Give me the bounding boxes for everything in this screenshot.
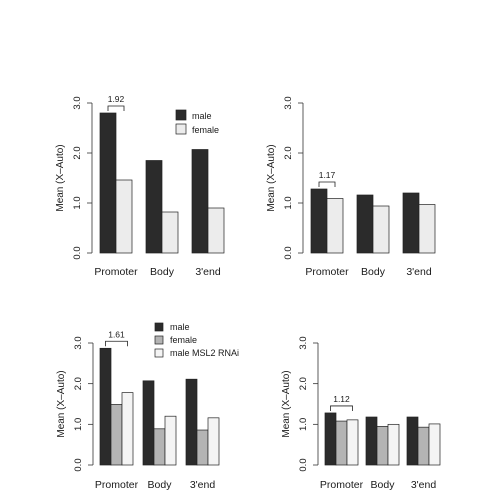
panel-3-bar-0-2 — [121, 392, 134, 466]
panel-2-bar-0-0 — [310, 188, 328, 254]
panel-4-y-tick-label: 0.0 — [298, 458, 309, 471]
panel-2-y-tick-label: 2.0 — [283, 146, 294, 159]
panel-4-bar-1-2 — [387, 423, 400, 466]
panel-3-category-label: Body — [148, 479, 173, 491]
panel-3-category-label: Promoter — [95, 479, 139, 491]
panel-1-bar-2-1 — [207, 207, 225, 254]
panel-3-legend-swatch — [154, 322, 164, 332]
panel-1-legend-swatch — [175, 109, 187, 121]
panel-1-legend-label: male — [192, 111, 212, 121]
panel-3-annotation-bracket — [105, 340, 128, 347]
panel-2-bar-1-1 — [372, 205, 390, 254]
panel-3-y-tick-label: 3.0 — [73, 336, 84, 349]
panel-1-annotation-bracket — [107, 105, 125, 111]
panel-4-y-axis-label: Mean (X–Auto) — [281, 370, 292, 437]
panel-2-y-tick-label: 1.0 — [283, 196, 294, 209]
panel-3-bar-1-2 — [164, 415, 177, 466]
panel-2-bar-2-1 — [418, 204, 436, 254]
panel-4-category-label: Body — [371, 479, 396, 491]
panel-1-bar-0-1 — [115, 179, 133, 254]
panel-1-annotation-label: 1.92 — [108, 94, 125, 104]
panel-4-bar-0-1 — [335, 420, 348, 466]
panel-4-bar-2-2 — [428, 423, 441, 466]
panel-4-bar-2-0 — [406, 416, 419, 466]
panel-4-category-label: 3'end — [411, 479, 437, 491]
panel-3-bar-2-0 — [185, 378, 198, 466]
panel-3-legend-swatch — [154, 348, 164, 358]
panel-1-category-label: 3'end — [195, 266, 221, 278]
panel-3-legend-label: male — [170, 322, 190, 332]
panel-4-y-tick-label: 3.0 — [298, 336, 309, 349]
panel-1-bar-1-0 — [145, 160, 163, 254]
panel-2-y-axis-label: Mean (X–Auto) — [266, 144, 277, 211]
panel-4-y-tick-label: 2.0 — [298, 377, 309, 390]
panel-1-y-tick-label: 0.0 — [72, 246, 83, 259]
panel-4-bar-1-0 — [365, 416, 378, 466]
panel-2-annotation-bracket — [318, 181, 336, 187]
panel-2-annotation-label: 1.17 — [319, 170, 336, 180]
panel-2-category-label: 3'end — [406, 266, 432, 278]
panel-1-bar-2-0 — [191, 149, 209, 254]
panel-4-bar-0-0 — [324, 412, 337, 466]
panel-3-legend-label: female — [170, 335, 197, 345]
panel-1-category-label: Body — [150, 266, 175, 278]
panel-2-bar-1-0 — [356, 194, 374, 254]
panel-4-bar-1-1 — [376, 426, 389, 466]
panel-3-bar-2-1 — [196, 429, 209, 466]
panel-4-bar-2-1 — [417, 426, 430, 466]
panel-3-bar-0-1 — [110, 404, 123, 466]
panel-4-annotation-bracket — [330, 405, 353, 411]
panel-3-bar-1-0 — [142, 380, 155, 466]
panel-1-legend-swatch — [175, 123, 187, 135]
panel-1-y-axis-label: Mean (X–Auto) — [55, 144, 66, 211]
panel-3-category-label: 3'end — [190, 479, 216, 491]
panel-4-bar-0-2 — [346, 419, 359, 466]
panel-1-category-label: Promoter — [94, 266, 138, 278]
panel-2-bar-0-1 — [326, 198, 344, 254]
panel-3-bar-1-1 — [153, 428, 166, 466]
panel-4-y-tick-label: 1.0 — [298, 418, 309, 431]
panel-1-y-tick-label: 1.0 — [72, 196, 83, 209]
panel-3-annotation-label: 1.61 — [108, 329, 125, 339]
panel-2-bar-2-0 — [402, 192, 420, 254]
panel-3-legend-label: male MSL2 RNAi — [170, 348, 239, 358]
panel-3-legend-swatch — [154, 335, 164, 345]
panel-3-y-tick-label: 1.0 — [73, 418, 84, 431]
panel-1-bar-1-1 — [161, 211, 179, 254]
panel-3-y-axis-label: Mean (X–Auto) — [56, 370, 67, 437]
panel-1-y-tick-label: 3.0 — [72, 96, 83, 109]
panel-4-category-label: Promoter — [320, 479, 364, 491]
panel-1-bar-0-0 — [99, 112, 117, 254]
panel-1-y-tick-label: 2.0 — [72, 146, 83, 159]
panel-3-bar-2-2 — [207, 417, 220, 466]
panel-2-y-tick-label: 0.0 — [283, 246, 294, 259]
panel-2-category-label: Promoter — [305, 266, 349, 278]
panel-3-y-tick-label: 2.0 — [73, 377, 84, 390]
panel-3-bar-0-0 — [99, 347, 112, 466]
panel-2-y-tick-label: 3.0 — [283, 96, 294, 109]
panel-3-y-tick-label: 0.0 — [73, 458, 84, 471]
panel-2-category-label: Body — [361, 266, 386, 278]
panel-1-legend-label: female — [192, 125, 219, 135]
panel-4-annotation-label: 1.12 — [333, 394, 350, 404]
